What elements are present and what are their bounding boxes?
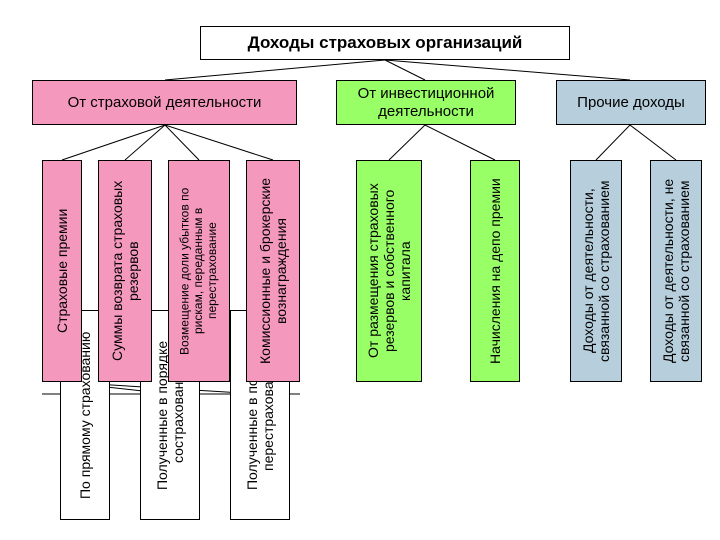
node-u5: От размещения страховых резервов и собст… <box>356 160 422 382</box>
node-u6: Начисления на депо премии <box>470 160 520 382</box>
node-u4: Комиссионные и брокерские вознаграждения <box>246 160 300 382</box>
node-oth: Прочие доходы <box>556 80 706 125</box>
node-u7: Доходы от деятельности, связанной со стр… <box>570 160 622 382</box>
node-u2: Суммы возврата страховых резервов <box>98 160 152 382</box>
node-u1: Страховые премии <box>42 160 82 382</box>
node-ins: От страховой деятельности <box>32 80 297 125</box>
node-title: Доходы страховых организаций <box>200 26 570 60</box>
node-inv: От инвестиционной деятельности <box>336 80 516 125</box>
node-u3: Возмещение доли убытков по рискам, перед… <box>168 160 230 382</box>
node-u8: Доходы от деятельности, не связанной со … <box>650 160 702 382</box>
